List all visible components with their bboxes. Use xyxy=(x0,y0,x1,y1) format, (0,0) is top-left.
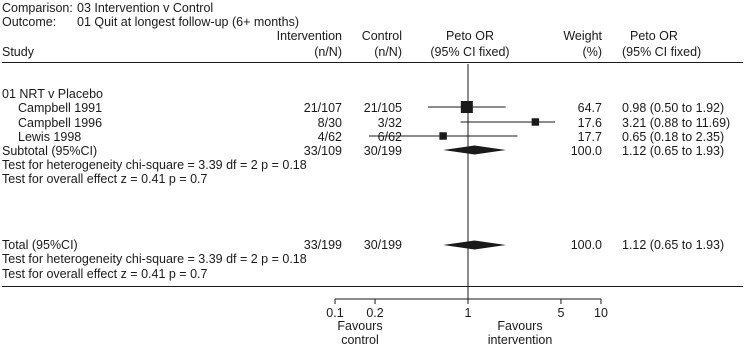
study-control: 21/105 xyxy=(363,101,402,115)
study-or: 0.65 (0.18 to 2.35) xyxy=(622,130,725,144)
study-marker xyxy=(531,118,540,126)
col-plot-sub: (95% CI fixed) xyxy=(430,45,510,59)
col-intervention-sub: (n/N) xyxy=(314,45,342,59)
total-or: 1.12 (0.65 to 1.93) xyxy=(622,238,725,252)
group-heterogeneity: Test for heterogeneity chi-square = 3.39… xyxy=(2,158,307,172)
study-intervention: 21/107 xyxy=(303,101,342,115)
x-tick-label: 5 xyxy=(557,306,564,320)
col-weight-sub: (%) xyxy=(582,45,602,59)
subtotal-label: Subtotal (95%CI) xyxy=(2,144,98,158)
group-title: 01 NRT v Placebo xyxy=(2,87,103,101)
group-overall-effect: Test for overall effect z = 0.41 p = 0.7 xyxy=(2,172,208,186)
x-tick-label: 10 xyxy=(594,306,608,320)
header-rule xyxy=(2,62,743,63)
col-or-sub: (95% CI fixed) xyxy=(622,45,702,59)
comparison-value: 03 Intervention v Control xyxy=(77,1,214,15)
study-marker xyxy=(439,132,447,140)
study-control: 6/62 xyxy=(377,130,402,144)
outcome-value: 01 Quit at longest follow-up (6+ months) xyxy=(77,15,299,29)
x-tick-label: 0.1 xyxy=(326,306,343,320)
col-intervention-header: Intervention xyxy=(276,29,342,43)
total-control: 30/199 xyxy=(363,238,402,252)
total-label: Total (95%CI) xyxy=(2,238,78,252)
study-marker xyxy=(460,101,473,113)
favours-control-line2: control xyxy=(341,333,379,347)
subtotal-diamond xyxy=(443,145,506,155)
subtotal-control: 30/199 xyxy=(363,144,402,158)
total-intervention: 33/199 xyxy=(303,238,342,252)
subtotal-weight: 100.0 xyxy=(570,144,602,158)
col-or-header: Peto OR xyxy=(630,29,678,43)
study-name: Campbell 1996 xyxy=(18,116,103,130)
study-intervention: 8/30 xyxy=(317,116,342,130)
footer-rule xyxy=(2,286,743,287)
favours-intervention-line1: Favours xyxy=(497,319,543,333)
study-or: 3.21 (0.88 to 11.69) xyxy=(622,116,731,130)
study-weight: 64.7 xyxy=(577,101,602,115)
total-heterogeneity: Test for heterogeneity chi-square = 3.39… xyxy=(2,252,307,266)
study-weight: 17.7 xyxy=(577,130,602,144)
favours-intervention-line2: intervention xyxy=(487,333,553,347)
x-tick-label: 1 xyxy=(465,306,472,320)
subtotal-intervention: 33/109 xyxy=(303,144,342,158)
study-intervention: 4/62 xyxy=(317,130,342,144)
col-control-sub: (n/N) xyxy=(374,45,402,59)
study-or: 0.98 (0.50 to 1.92) xyxy=(622,101,725,115)
col-plot-header: Peto OR xyxy=(446,29,494,43)
col-study-header: Study xyxy=(2,45,34,59)
study-name: Campbell 1991 xyxy=(18,101,103,115)
x-tick-label: 0.2 xyxy=(366,306,383,320)
total-diamond xyxy=(443,240,506,250)
favours-control-line1: Favours xyxy=(337,319,383,333)
study-control: 3/32 xyxy=(377,116,402,130)
study-weight: 17.6 xyxy=(577,116,602,130)
outcome-label: Outcome: xyxy=(2,15,57,29)
total-overall-effect: Test for overall effect z = 0.41 p = 0.7 xyxy=(2,267,208,281)
col-control-header: Control xyxy=(361,29,402,43)
comparison-label: Comparison: xyxy=(2,1,73,15)
total-weight: 100.0 xyxy=(570,238,602,252)
subtotal-or: 1.12 (0.65 to 1.93) xyxy=(622,144,725,158)
col-weight-header: Weight xyxy=(563,29,602,43)
study-name: Lewis 1998 xyxy=(18,130,82,144)
